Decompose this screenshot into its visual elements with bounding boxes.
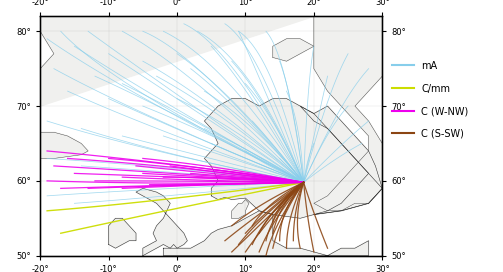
Polygon shape — [136, 188, 187, 256]
Polygon shape — [163, 211, 369, 256]
Polygon shape — [40, 16, 314, 106]
Polygon shape — [300, 106, 382, 215]
Polygon shape — [13, 132, 88, 159]
Polygon shape — [232, 200, 249, 218]
Polygon shape — [314, 16, 382, 211]
Polygon shape — [273, 39, 314, 61]
Legend: mA, C/mm, C (W-NW), C (S-SW): mA, C/mm, C (W-NW), C (S-SW) — [392, 61, 469, 139]
Polygon shape — [109, 218, 136, 248]
Polygon shape — [204, 99, 382, 218]
